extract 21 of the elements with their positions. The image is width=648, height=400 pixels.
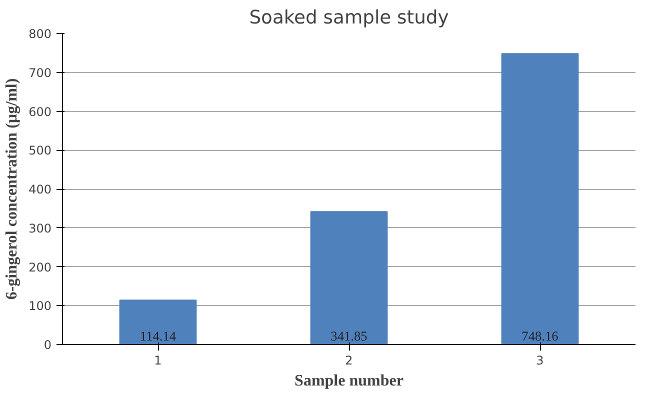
bar	[310, 211, 388, 344]
bar	[119, 300, 197, 344]
y-tick-label: 800	[28, 27, 52, 41]
y-tick-label: 0	[44, 338, 52, 352]
y-tick-label: 600	[28, 104, 52, 119]
y-tick-label: 100	[28, 299, 52, 314]
x-tick-label: 1	[154, 354, 162, 368]
y-tick-label: 400	[28, 182, 52, 196]
y-tick-label: 500	[28, 144, 52, 158]
y-axis-title: 6-gingerol concentration (µg/ml)	[4, 78, 21, 300]
bar	[501, 53, 579, 344]
x-axis-title: Sample number	[294, 372, 404, 390]
x-tick-label: 2	[345, 354, 353, 368]
data-label: 341.85	[330, 328, 368, 344]
y-tick-label: 200	[28, 260, 52, 274]
chart-title: Soaked sample study	[249, 8, 449, 28]
y-tick-label: 300	[28, 221, 52, 236]
y-tick-label: 700	[28, 66, 52, 80]
data-label: 114.14	[140, 328, 176, 344]
x-tick-label: 3	[536, 354, 544, 368]
data-label: 748.16	[522, 328, 559, 344]
